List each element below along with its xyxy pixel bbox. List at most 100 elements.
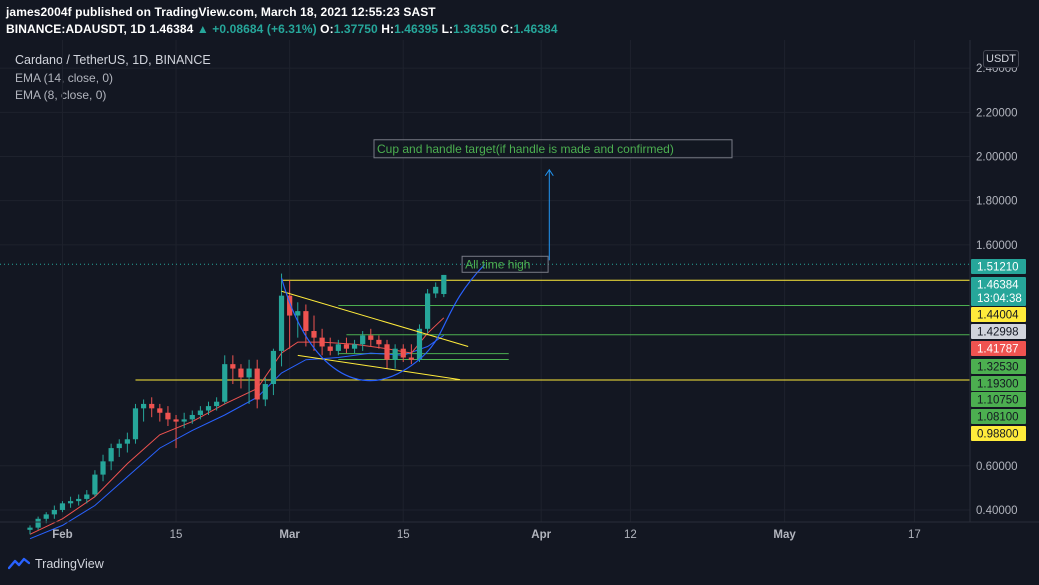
candle[interactable] xyxy=(173,414,179,449)
legend-ema8[interactable]: EMA (8, close, 0) xyxy=(15,88,107,102)
candle[interactable] xyxy=(351,339,358,354)
price-axis-label: 2.00000 xyxy=(976,152,1018,164)
candle[interactable] xyxy=(254,359,260,409)
candle-body xyxy=(100,461,106,475)
candle[interactable] xyxy=(132,403,139,444)
candle-body xyxy=(157,408,163,413)
time-axis-label: 17 xyxy=(908,529,921,541)
candle-body xyxy=(335,344,341,351)
ema14-line[interactable] xyxy=(29,334,445,540)
candle[interactable] xyxy=(92,470,98,497)
price-axis-label: 0.60000 xyxy=(976,461,1018,473)
candle[interactable] xyxy=(295,302,301,338)
price-tag-box xyxy=(971,392,1026,407)
trendline[interactable] xyxy=(297,354,461,381)
candle[interactable] xyxy=(278,273,285,367)
candle-body xyxy=(343,344,350,349)
candle[interactable] xyxy=(424,289,431,334)
candle[interactable] xyxy=(311,315,317,351)
candle[interactable] xyxy=(165,406,171,427)
candle[interactable] xyxy=(368,328,374,347)
price-tag[interactable]: 1.08100 xyxy=(971,409,1026,424)
candle-body xyxy=(173,419,179,422)
candle[interactable] xyxy=(116,439,122,457)
candle[interactable] xyxy=(384,339,390,369)
legend-ema14[interactable]: EMA (14, close, 0) xyxy=(15,71,114,85)
price-tag-label: 1.51210 xyxy=(977,262,1019,274)
candle[interactable] xyxy=(76,494,82,506)
candle[interactable] xyxy=(416,324,423,362)
candle-body xyxy=(254,368,260,400)
candle[interactable] xyxy=(189,410,195,424)
candle[interactable] xyxy=(360,331,366,351)
price-tag[interactable]: 1.44004 xyxy=(971,307,1026,322)
candle[interactable] xyxy=(408,344,414,365)
candle[interactable] xyxy=(441,274,447,298)
chart-legend-title: Cardano / TetherUS, 1D, BINANCE xyxy=(15,53,211,67)
tradingview-logo[interactable]: TradingView xyxy=(8,557,104,571)
price-tag[interactable]: 1.10750 xyxy=(971,392,1026,407)
candle[interactable] xyxy=(43,512,49,524)
candle[interactable] xyxy=(222,355,228,404)
candle[interactable] xyxy=(157,403,163,422)
candle[interactable] xyxy=(319,328,325,356)
price-tag[interactable]: 1.41787 xyxy=(971,341,1026,356)
candle[interactable] xyxy=(27,525,33,535)
currency-button[interactable]: USDT xyxy=(983,50,1019,68)
candle[interactable] xyxy=(214,397,220,411)
candle[interactable] xyxy=(262,377,268,407)
candles xyxy=(27,273,447,535)
candle[interactable] xyxy=(181,412,187,429)
candle[interactable] xyxy=(400,344,406,362)
candle[interactable] xyxy=(433,282,439,298)
candle[interactable] xyxy=(124,432,130,453)
candle-body xyxy=(303,311,309,332)
time-axis-label: 12 xyxy=(624,529,637,541)
candle[interactable] xyxy=(287,280,293,349)
candle[interactable] xyxy=(59,501,66,513)
target-label: Cup and handle target(if handle is made … xyxy=(377,142,674,156)
candle[interactable] xyxy=(335,339,341,356)
ema8-line[interactable] xyxy=(29,317,445,535)
cup-curve[interactable] xyxy=(280,264,485,382)
candle[interactable] xyxy=(238,364,244,389)
ema-lines xyxy=(29,317,445,540)
price-tag[interactable]: 1.42998 xyxy=(971,324,1026,339)
candle-body xyxy=(43,514,49,519)
ath-label-box[interactable] xyxy=(461,255,549,273)
price-tag[interactable]: 1.19300 xyxy=(971,376,1026,391)
candle[interactable] xyxy=(51,505,57,519)
price-tag[interactable]: 1.51210 xyxy=(971,259,1026,274)
candle[interactable] xyxy=(246,359,252,404)
candle[interactable] xyxy=(205,401,212,415)
candle[interactable] xyxy=(35,516,41,530)
tradingview-logo-icon xyxy=(8,557,30,570)
candle[interactable] xyxy=(140,399,147,422)
candle[interactable] xyxy=(84,490,90,504)
price-tag-label: 1.32530 xyxy=(977,362,1019,374)
trendline[interactable] xyxy=(281,290,469,347)
candle[interactable] xyxy=(376,335,382,349)
open-value: 1.37750 xyxy=(333,22,378,36)
price-tag[interactable]: 0.98800 xyxy=(971,426,1026,441)
price-tag[interactable]: 1.32530 xyxy=(971,359,1026,374)
candle-body xyxy=(59,503,66,510)
candle[interactable] xyxy=(327,337,333,356)
candle[interactable] xyxy=(67,496,74,508)
candle[interactable] xyxy=(230,355,236,385)
candle[interactable] xyxy=(270,348,277,396)
target-label-box[interactable] xyxy=(373,139,733,159)
candle[interactable] xyxy=(149,397,155,418)
candle-body xyxy=(392,348,398,360)
candle[interactable] xyxy=(197,406,203,420)
candle-body xyxy=(246,368,252,378)
candle[interactable] xyxy=(108,443,114,471)
candle[interactable] xyxy=(303,304,309,347)
author-name[interactable]: james2004f xyxy=(6,5,72,19)
price-tag-box xyxy=(971,324,1026,339)
candle[interactable] xyxy=(392,344,398,369)
candle[interactable] xyxy=(100,454,106,482)
candle[interactable] xyxy=(343,337,350,354)
